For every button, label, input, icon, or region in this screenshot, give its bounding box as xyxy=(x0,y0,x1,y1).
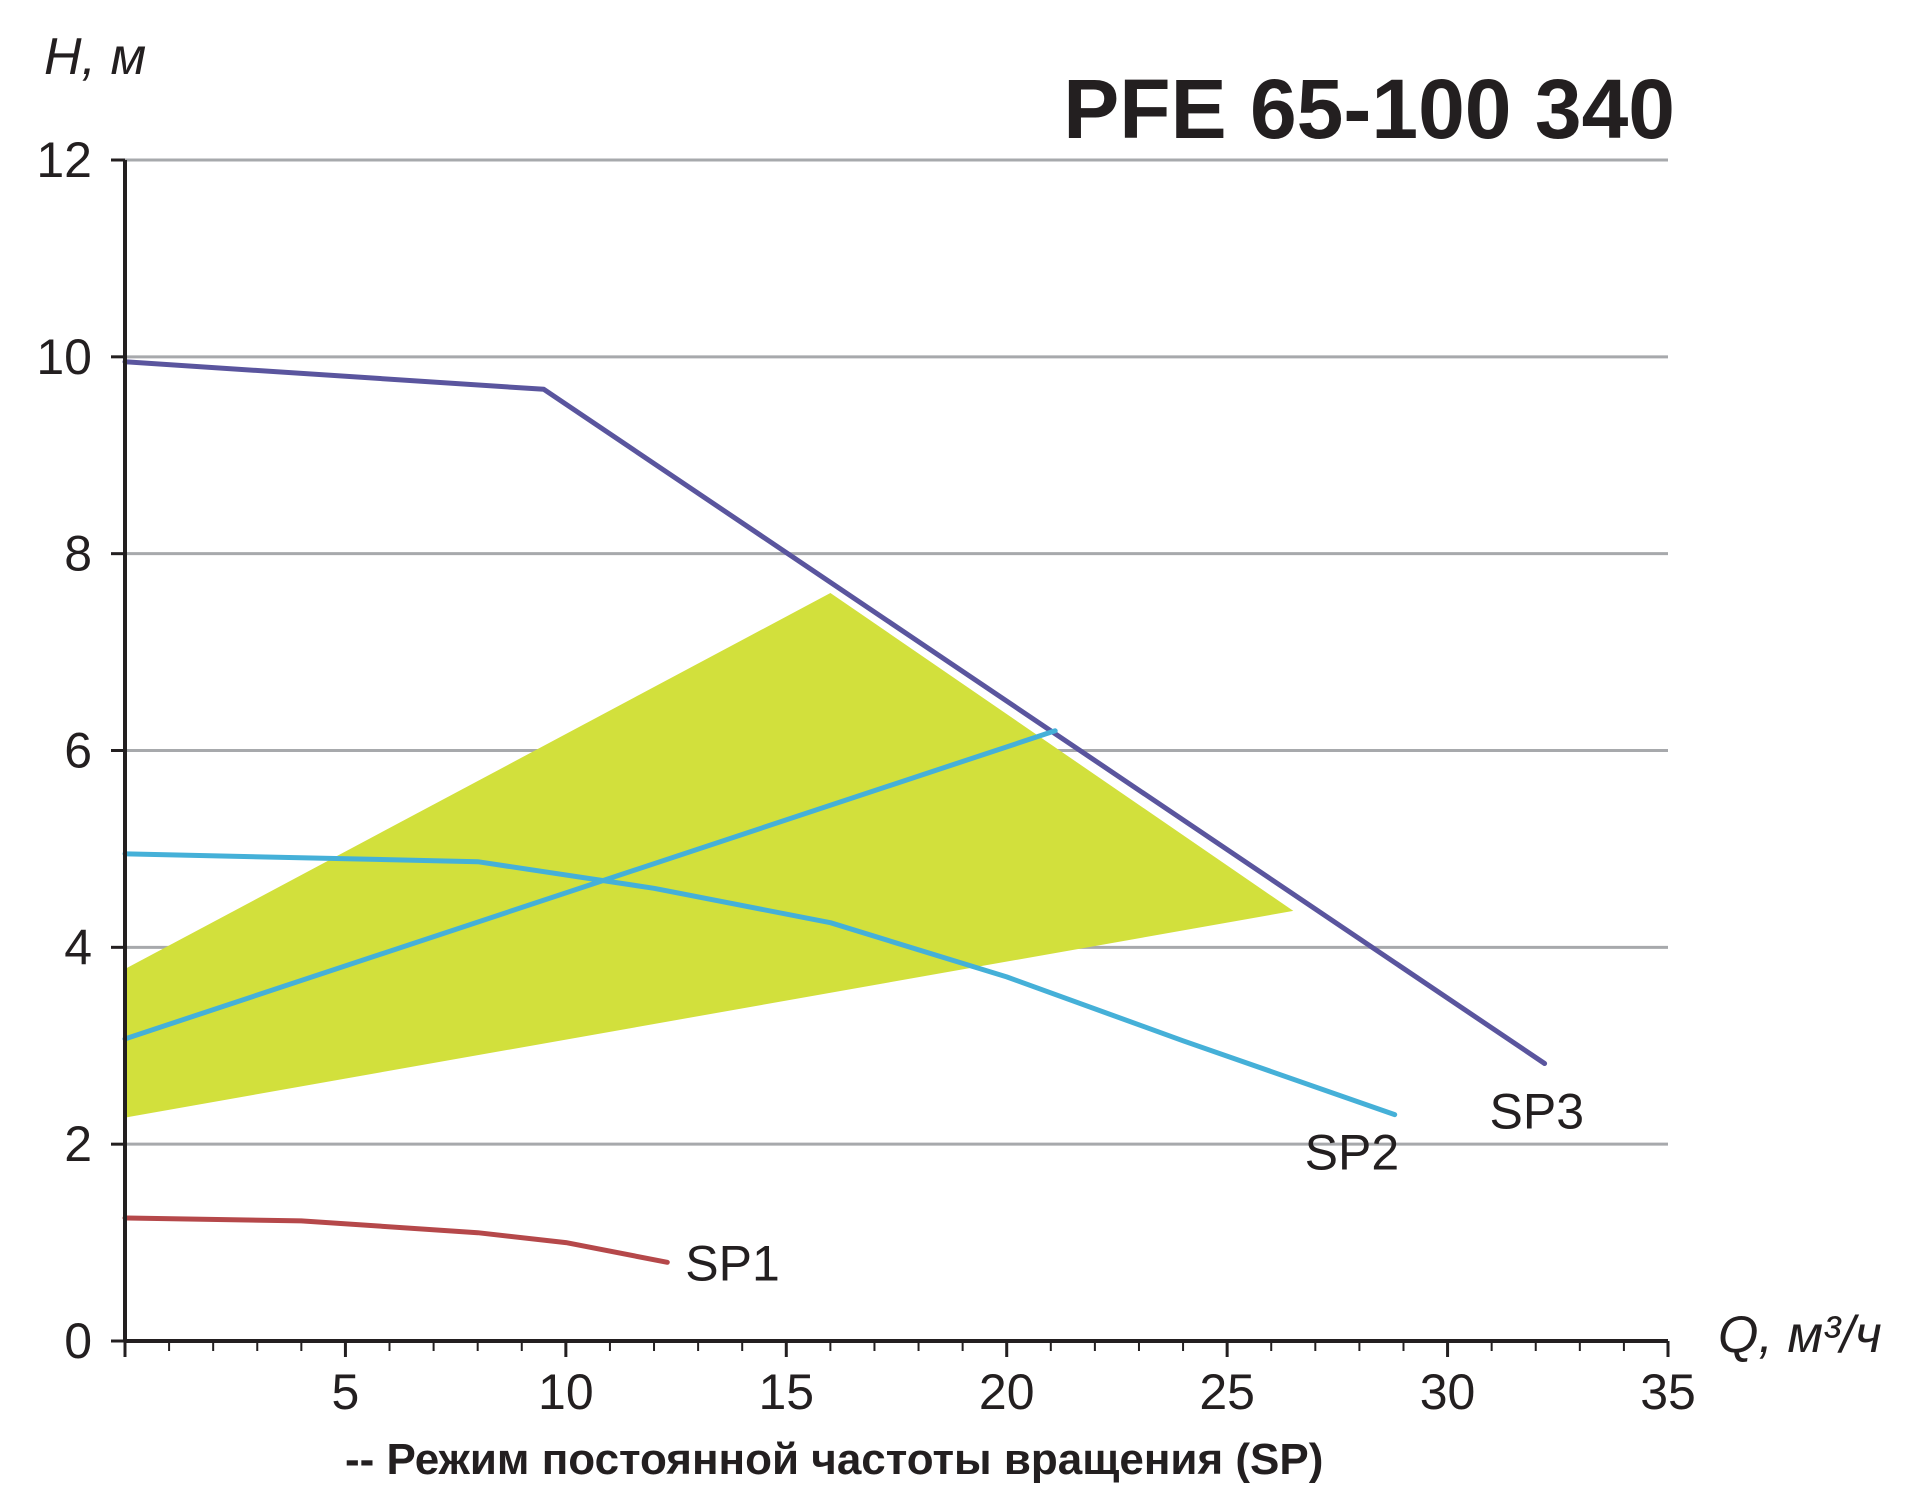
y-tick-label-10: 10 xyxy=(36,329,92,385)
y-tick-label-2: 2 xyxy=(64,1116,92,1172)
series-line-sp1 xyxy=(122,1215,670,1265)
y-tick-label-4: 4 xyxy=(64,919,92,975)
y-tick-label-8: 8 xyxy=(64,526,92,582)
label-layer: SP1 SP2 SP3 xyxy=(685,1083,1584,1291)
series-label-sp1: SP1 xyxy=(685,1235,780,1291)
series-line-sp3 xyxy=(122,359,1548,1066)
x-tick-label-5: 5 xyxy=(332,1364,360,1420)
y-axis-label: H, м xyxy=(44,28,146,86)
y-tick-label-0: 0 xyxy=(64,1313,92,1369)
chart-caption: -- Режим постоянной частоты вращения (SP… xyxy=(345,1435,1323,1484)
x-axis-label: Q, м³/ч xyxy=(1718,1306,1882,1364)
operating-region xyxy=(125,593,1294,1118)
tick-layer: 0 2 4 6 8 10 12 5 10 15 20 25 30 35 xyxy=(36,132,1695,1420)
region-layer xyxy=(125,593,1294,1118)
x-tick-label-20: 20 xyxy=(979,1364,1035,1420)
series-label-sp2: SP2 xyxy=(1305,1125,1400,1181)
x-tick-label-30: 30 xyxy=(1420,1364,1476,1420)
series-line-sp2 xyxy=(122,851,1398,1118)
x-tick-label-35: 35 xyxy=(1640,1364,1696,1420)
series-label-sp3: SP3 xyxy=(1490,1083,1585,1139)
y-tick-label-6: 6 xyxy=(64,723,92,779)
line-layer xyxy=(122,359,1548,1265)
x-tick-label-25: 25 xyxy=(1199,1364,1255,1420)
chart-title: PFE 65-100 340 xyxy=(1063,62,1675,156)
system-curve-line xyxy=(122,728,1058,1042)
x-tick-label-10: 10 xyxy=(538,1364,594,1420)
x-tick-label-15: 15 xyxy=(758,1364,814,1420)
y-tick-label-12: 12 xyxy=(36,132,92,188)
